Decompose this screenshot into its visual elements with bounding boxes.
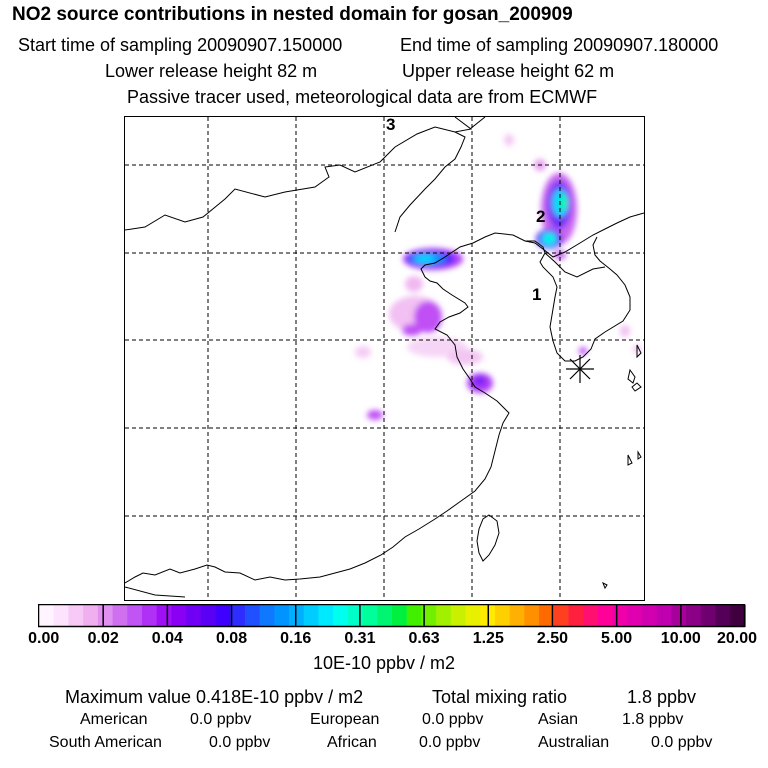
source-name-african: African: [327, 734, 377, 751]
colorbar-cell: [509, 605, 525, 627]
colorbar-cell: [39, 605, 55, 627]
colorbar-cell: [200, 605, 217, 627]
marker-2: 2: [536, 207, 545, 226]
colorbar-tick-label: 1.25: [472, 630, 504, 647]
colorbar-cell: [494, 605, 511, 627]
colorbar-cell: [436, 605, 452, 627]
colorbar-tick-label: 5.00: [601, 630, 633, 647]
colorbar-cell: [671, 605, 687, 627]
colorbar-cell: [83, 605, 99, 627]
colorbar-cell: [421, 605, 437, 627]
source-name-american: American: [80, 711, 148, 728]
colorbar-cell: [465, 605, 481, 627]
upper-release-height: Upper release height 62 m: [402, 61, 615, 81]
colorbar-cell: [450, 605, 467, 627]
colorbar-cell: [568, 605, 584, 627]
colorbar-cell: [642, 605, 658, 627]
map-panel: 1 2 3: [124, 116, 645, 601]
colorbar-cell: [53, 605, 70, 627]
colorbar-cell: [186, 605, 202, 627]
source-value-african: 0.0 ppbv: [419, 734, 481, 751]
colorbar-cell: [656, 605, 673, 627]
colorbar-cell: [347, 605, 364, 627]
source-value-asian: 1.8 ppbv: [622, 711, 684, 728]
source-name-european: European: [310, 711, 380, 728]
colorbar-cell: [215, 605, 231, 627]
colorbar-cell: [97, 605, 114, 627]
marker-1: 1: [532, 285, 541, 304]
colorbar-cell: [230, 605, 246, 627]
source-value-south-american: 0.0 ppbv: [209, 734, 271, 751]
marker-3: 3: [386, 116, 395, 134]
colorbar-cell: [612, 605, 628, 627]
colorbar-tick-label: 2.50: [536, 630, 569, 647]
colorbar-cells: [39, 605, 746, 627]
source-name-australian: Australian: [538, 734, 610, 751]
coastlines: [125, 117, 644, 598]
lat-lon-grid: [125, 117, 644, 600]
colorbar-cell: [362, 605, 378, 627]
total-mixing-value: 1.8 ppbv: [627, 687, 697, 707]
colorbar-cell: [377, 605, 393, 627]
colorbar-cell: [127, 605, 143, 627]
lower-release-height: Lower release height 82 m: [105, 61, 318, 81]
colorbar-cell: [112, 605, 128, 627]
colorbar-cell: [597, 605, 614, 627]
colorbar-cell: [156, 605, 172, 627]
colorbar-cell: [318, 605, 334, 627]
colorbar: [38, 604, 746, 628]
colorbar-cell: [333, 605, 349, 627]
colorbar-tick-label: 0.04: [151, 630, 183, 647]
end-time: End time of sampling 20090907.180000: [400, 35, 719, 55]
concentration-plume: [355, 134, 641, 420]
tracer-note: Passive tracer used, meteorological data…: [127, 87, 598, 107]
colorbar-cell: [289, 605, 305, 627]
total-mixing-label: Total mixing ratio: [432, 687, 568, 707]
source-value-australian: 0.0 ppbv: [651, 734, 713, 751]
colorbar-cell: [392, 605, 408, 627]
colorbar-cell: [244, 605, 261, 627]
start-time: Start time of sampling 20090907.150000: [18, 35, 343, 55]
colorbar-cell: [700, 605, 717, 627]
colorbar-cell: [730, 605, 746, 627]
colorbar-tick-label: 0.63: [408, 630, 440, 647]
colorbar-cell: [553, 605, 570, 627]
colorbar-cell: [627, 605, 643, 627]
colorbar-cell: [715, 605, 731, 627]
colorbar-tick-label: 0.08: [215, 630, 248, 647]
colorbar-cell: [141, 605, 158, 627]
colorbar-tick-label: 20.00: [716, 630, 758, 647]
colorbar-cell: [583, 605, 599, 627]
colorbar-cell: [406, 605, 423, 627]
source-name-south-american: South American: [49, 734, 162, 751]
colorbar-cell: [274, 605, 290, 627]
colorbar-cell: [524, 605, 540, 627]
colorbar-cell: [68, 605, 84, 627]
source-value-european: 0.0 ppbv: [422, 711, 484, 728]
colorbar-cell: [303, 605, 320, 627]
colorbar-tick-label: 10.00: [660, 630, 701, 647]
receptor-asterisk-icon: [566, 355, 594, 383]
colorbar-tick-label: 0.00: [28, 630, 60, 647]
source-value-american: 0.0 ppbv: [190, 711, 252, 728]
colorbar-tick-label: 0.31: [344, 630, 376, 647]
plot-title: NO2 source contributions in nested domai…: [12, 4, 573, 25]
colorbar-dividers: [102, 605, 682, 627]
colorbar-cell: [171, 605, 187, 627]
colorbar-tick-label: 0.02: [87, 630, 119, 647]
colorbar-units: 10E-10 ppbv / m2: [312, 653, 456, 673]
colorbar-cell: [686, 605, 702, 627]
colorbar-cell: [539, 605, 555, 627]
colorbar-cell: [259, 605, 275, 627]
colorbar-tick-label: 0.16: [280, 630, 312, 647]
source-name-asian: Asian: [538, 711, 579, 728]
maximum-value: Maximum value 0.418E-10 ppbv / m2: [65, 687, 364, 707]
